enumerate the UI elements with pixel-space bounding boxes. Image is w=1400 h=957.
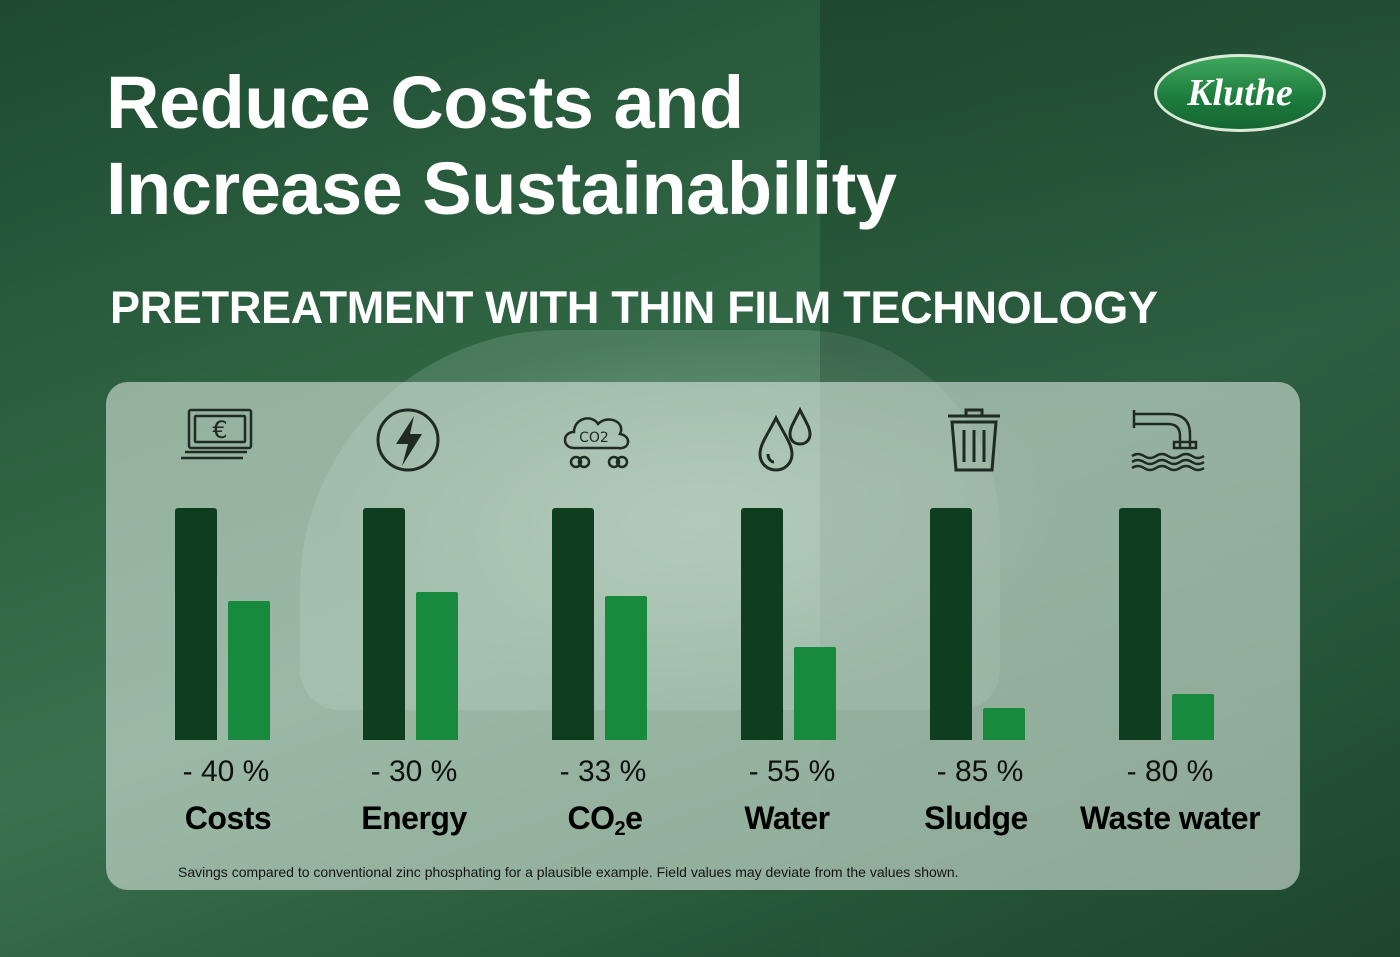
title-line-2: Increase Sustainability xyxy=(106,147,897,230)
co2e-subscript: 2 xyxy=(614,818,626,840)
chart-panel xyxy=(106,382,1300,890)
category-label-sludge: Sludge xyxy=(924,800,1028,836)
svg-text:CO2: CO2 xyxy=(579,430,609,446)
water-drops-icon xyxy=(746,404,826,474)
title-line-1: Reduce Costs and xyxy=(106,61,744,144)
bar-before-costs xyxy=(175,508,217,740)
page-title: Reduce Costs and Increase Sustainability xyxy=(106,60,897,232)
waste-water-pipe-icon xyxy=(1128,404,1208,474)
co2e-tail: e xyxy=(625,800,643,836)
category-label-waste-water: Waste water xyxy=(1079,800,1261,836)
co2-cloud-icon: CO2 xyxy=(556,404,636,474)
lightning-icon xyxy=(368,404,448,474)
bar-after-costs xyxy=(228,600,270,740)
footnote: Savings compared to conventional zinc ph… xyxy=(178,864,959,880)
value-label-water: - 55 % xyxy=(748,755,836,788)
bar-before-co2e xyxy=(552,508,594,740)
bar-before-water xyxy=(741,508,783,740)
value-label-energy: - 30 % xyxy=(370,755,458,788)
value-label-sludge: - 85 % xyxy=(936,755,1024,788)
bar-after-water xyxy=(794,647,836,740)
subtitle: PRETREATMENT WITH THIN FILM TECHNOLOGY xyxy=(110,282,1158,333)
category-label-energy: Energy xyxy=(361,800,467,836)
trash-bin-icon xyxy=(934,404,1014,474)
co2e-main: CO xyxy=(567,800,616,836)
bar-after-waste-water xyxy=(1172,693,1214,740)
bar-after-co2e xyxy=(605,596,647,740)
svg-text:€: € xyxy=(212,416,227,444)
euro-banknote-icon: € xyxy=(179,404,259,474)
value-label-co2e: - 33 % xyxy=(559,755,647,788)
bar-after-energy xyxy=(416,591,458,740)
value-label-costs: - 40 % xyxy=(182,755,270,788)
bar-before-waste-water xyxy=(1119,508,1161,740)
category-label-water: Water xyxy=(744,800,830,836)
logo-text: Kluthe xyxy=(1187,72,1293,114)
value-label-waste-water: - 80 % xyxy=(1126,755,1214,788)
bar-before-sludge xyxy=(930,508,972,740)
kluthe-logo: Kluthe xyxy=(1154,54,1326,132)
category-label-costs: Costs xyxy=(184,800,272,836)
bar-after-sludge xyxy=(983,707,1025,740)
bar-before-energy xyxy=(363,508,405,740)
category-label-co2e: CO2e xyxy=(490,796,720,851)
